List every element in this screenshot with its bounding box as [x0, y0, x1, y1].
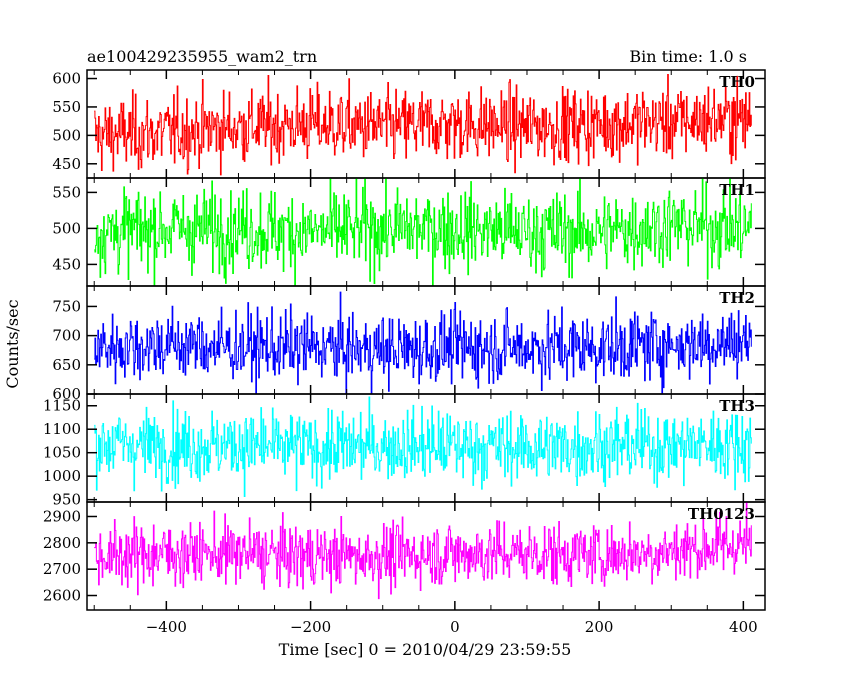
panel-label-th0: TH0	[719, 73, 755, 91]
series-th1	[94, 178, 752, 286]
y-tick-label: 600	[52, 385, 81, 403]
panel-label-th2: TH2	[719, 289, 755, 307]
panel-th0123: 2600 2700 2800 2900 TH0123	[43, 501, 766, 611]
x-tick-label: −400	[146, 618, 187, 636]
bin-time-label: Bin time: 1.0 s	[629, 47, 747, 66]
y-tick-label: 950	[52, 491, 81, 509]
y-tick-label: 2600	[43, 587, 81, 605]
y-axis-title: Counts/sec	[3, 299, 22, 388]
y-tick-label: 750	[52, 297, 81, 315]
x-tick-label: 400	[729, 618, 758, 636]
panels-group: 450 500 550 600 TH0 450 500 550 TH1 600 650 700 750 T…	[43, 69, 766, 611]
series-th3	[94, 396, 752, 498]
series-th0	[94, 74, 752, 176]
x-tick-label: −200	[290, 618, 331, 636]
x-tick-label: 200	[585, 618, 614, 636]
y-tick-label: 550	[52, 98, 81, 116]
panel-label-th3: TH3	[719, 397, 755, 415]
y-tick-label: 1100	[43, 420, 81, 438]
y-tick-label: 1000	[43, 467, 81, 485]
y-tick-label: 1150	[43, 397, 81, 415]
y-tick-label: 600	[52, 70, 81, 88]
y-tick-label: 450	[52, 255, 81, 273]
x-axis-title: Time [sec] 0 = 2010/04/29 23:59:55	[279, 640, 572, 659]
panel-label-th1: TH1	[719, 181, 755, 199]
series-th2	[94, 291, 752, 394]
x-tick-label: 0	[450, 618, 460, 636]
panel-th0: 450 500 550 600 TH0	[52, 69, 766, 179]
chart-title: ae100429235955_wam2_trn	[87, 47, 317, 66]
y-tick-label: 500	[52, 126, 81, 144]
y-tick-label: 550	[52, 183, 81, 201]
y-tick-label: 2700	[43, 560, 81, 578]
x-axis: −400 −200 0 200 400	[93, 70, 758, 636]
panel-th3: 950 1000 1050 1100 1150 TH3	[43, 393, 766, 509]
y-tick-label: 2900	[43, 507, 81, 525]
y-tick-label: 700	[52, 327, 81, 345]
panel-th1: 450 500 550 TH1	[52, 177, 766, 287]
y-tick-label: 2800	[43, 534, 81, 552]
y-tick-label: 500	[52, 219, 81, 237]
y-tick-label: 1050	[43, 444, 81, 462]
panel-th2: 600 650 700 750 TH2	[52, 285, 766, 403]
series-th0123	[94, 502, 752, 600]
y-tick-label: 650	[52, 356, 81, 374]
panel-label-th0123: TH0123	[688, 505, 755, 523]
y-tick-label: 450	[52, 155, 81, 173]
panel-frame-th0123	[86, 501, 766, 611]
